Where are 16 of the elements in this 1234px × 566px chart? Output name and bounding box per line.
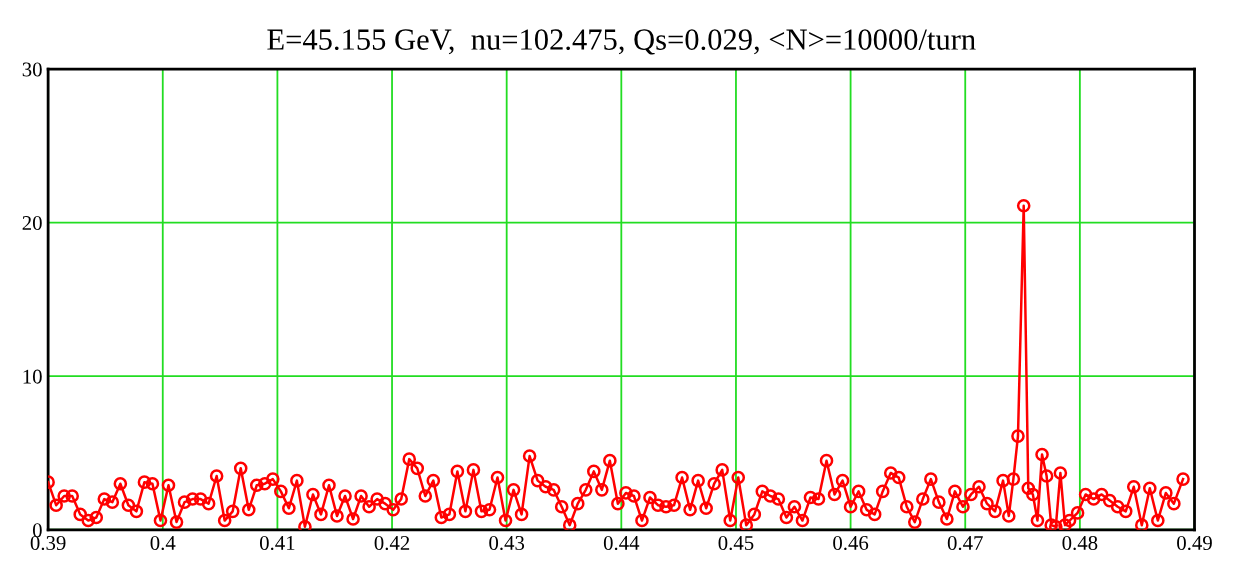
- x-tick-label: 0.49: [1177, 535, 1212, 551]
- y-tick-label: 20: [22, 216, 42, 231]
- x-tick-label: 0.47: [947, 535, 983, 551]
- y-tick-label: 10: [23, 369, 42, 384]
- x-tick-label: 0.42: [374, 535, 410, 551]
- x-tick-label: 0.44: [603, 535, 640, 551]
- x-tick-label: 0.48: [1062, 535, 1098, 551]
- y-tick-label: 30: [22, 62, 42, 77]
- x-tick-label: 0.43: [489, 535, 525, 551]
- chart-title: E=45.155 GeV, nu=102.475, Qs=0.029, <N>=10000/turn: [267, 29, 976, 55]
- x-tick-label: 0.45: [718, 535, 754, 551]
- x-tick-label: 0.46: [833, 535, 869, 551]
- x-tick-label: 0.41: [259, 535, 295, 551]
- x-tick-label: 0.4: [150, 535, 176, 551]
- y-tick-label: 0: [32, 523, 42, 538]
- x-tick-label: 0.39: [30, 535, 66, 551]
